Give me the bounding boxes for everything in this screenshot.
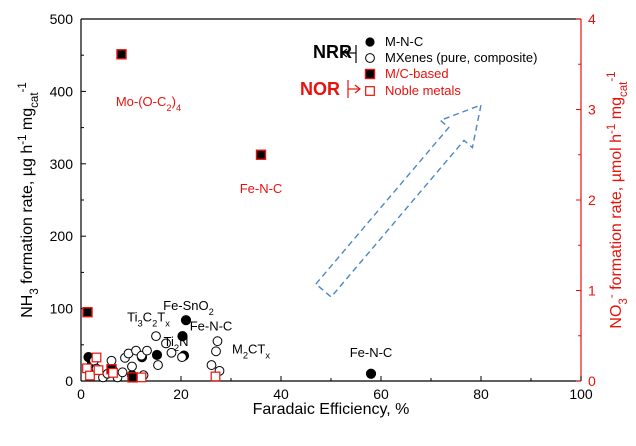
- y-left-tick-label: 300: [50, 156, 74, 172]
- mxene-point: [212, 336, 223, 347]
- mc-based-point: [82, 307, 93, 318]
- y-right-tick-label: 2: [588, 192, 596, 208]
- annotation-label: Fe-N-C: [190, 318, 233, 333]
- mnc-point: [180, 315, 192, 326]
- legend-mc-marker: [364, 68, 376, 80]
- noble-metal-point: [108, 367, 118, 378]
- y-right-axis-title: NO3- formation rate, µmol h-1 mgcat-1: [606, 71, 630, 328]
- annotation-label: Mo-(O-C2)4: [116, 94, 181, 113]
- y-right-tick-label: 4: [588, 11, 596, 27]
- legend-entry-label: M/C-based: [385, 66, 449, 81]
- y-left-tick-label: 100: [50, 301, 74, 317]
- mc-based-point: [127, 372, 138, 383]
- legend-entry-label: MXenes (pure, composite): [385, 50, 537, 65]
- annotation-label: Ti3C2Tx: [127, 310, 170, 329]
- noble-metal-point: [85, 370, 95, 381]
- legend-entry-label: M-N-C: [385, 34, 423, 49]
- trend-arrow-layer: [314, 103, 482, 298]
- legend-nrr-label: NRR: [313, 42, 352, 62]
- noble-metal-point: [93, 365, 104, 376]
- mc-based-point: [255, 149, 267, 160]
- mnc-point: [177, 331, 188, 342]
- axes: 0 20 40 60 80 100010020030040050001234Faradai…: [17, 11, 630, 418]
- chart-marks: [82, 49, 377, 383]
- trend-arrow: [314, 103, 482, 298]
- nor-bracket-arrowhead: [354, 84, 361, 94]
- mxene-point: [166, 347, 177, 358]
- annotation-label: Fe-SnO2: [163, 298, 214, 317]
- mxene-point: [206, 360, 217, 370]
- mxene-point: [161, 338, 171, 349]
- y-left-axis-title: NH3 formation rate, µg h-1 mgcat-1: [17, 82, 41, 318]
- annotation-label: Ti2N: [164, 334, 189, 353]
- mc-based-point: [116, 49, 127, 60]
- y-right-tick-label: 0: [588, 373, 596, 389]
- x-tick-label: 20: [173, 386, 189, 402]
- annotation-label: M2CTx: [232, 341, 270, 360]
- mxene-point: [142, 345, 152, 356]
- legend-mxene-marker: [365, 53, 375, 63]
- mxene-point: [127, 361, 137, 372]
- mxene-point: [153, 360, 163, 370]
- annotation-label: Fe-N-C: [240, 181, 283, 196]
- mxene-point: [106, 355, 117, 366]
- noble-metal-point: [136, 372, 147, 383]
- y-right-tick-label: 1: [588, 283, 596, 299]
- x-tick-label: 80: [473, 386, 489, 402]
- x-tick-label: 100: [569, 386, 593, 402]
- annotation-label: Fe-N-C: [350, 345, 393, 360]
- y-left-tick-label: 200: [50, 228, 74, 244]
- mnc-point: [365, 368, 377, 379]
- x-tick-label: 0: [77, 386, 85, 402]
- y-right-tick-label: 3: [588, 102, 596, 118]
- y-left-tick-label: 500: [50, 11, 74, 27]
- legend-entry-label: Noble metals: [385, 83, 461, 98]
- mxene-point: [151, 331, 161, 342]
- x-axis-title: Faradaic Efficiency, %: [253, 401, 410, 418]
- mnc-point: [151, 349, 163, 361]
- mxene-point: [211, 346, 221, 357]
- legend-nor-label: NOR: [300, 79, 340, 99]
- legend-noble-marker: [365, 86, 375, 96]
- noble-metal-point: [91, 352, 102, 363]
- legend-mnc-marker: [365, 37, 375, 47]
- mxene-point: [177, 352, 187, 363]
- mxene-point: [117, 367, 128, 378]
- x-tick-label: 40: [273, 386, 289, 402]
- noble-metal-point: [210, 371, 221, 382]
- x-tick-label: 60: [373, 386, 389, 402]
- y-left-tick-label: 0: [65, 373, 73, 389]
- y-left-tick-label: 400: [50, 83, 74, 99]
- nrr-bracket-arrowhead: [341, 48, 348, 58]
